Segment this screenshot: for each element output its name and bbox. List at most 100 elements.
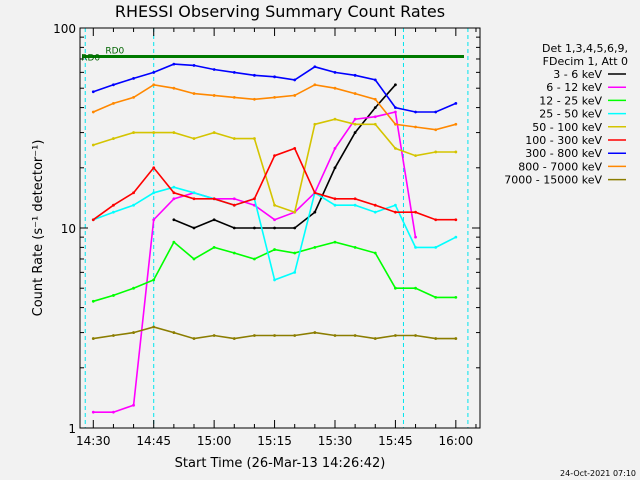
legend-header-0: Det 1,3,4,5,6,9, <box>542 42 628 55</box>
data-point-5-0-1 <box>112 203 115 207</box>
data-point-5-0-14 <box>373 203 377 207</box>
x-axis-label: Start Time (26-Mar-13 14:26:42) <box>175 456 386 471</box>
data-point-2-0-5 <box>192 257 196 261</box>
data-point-6-0-18 <box>454 101 458 105</box>
chart-title: RHESSI Observing Summary Count Rates <box>115 2 445 21</box>
legend-label-7: 800 - 7000 keV <box>518 160 602 173</box>
x-tick-label-2: 15:00 <box>197 434 232 448</box>
x-tick-label-1: 14:45 <box>136 434 171 448</box>
data-point-6-0-17 <box>434 110 438 114</box>
data-point-1-0-2 <box>132 403 135 407</box>
data-point-1-0-7 <box>232 197 236 201</box>
data-point-3-0-1 <box>112 210 115 214</box>
data-point-4-0-7 <box>232 137 236 140</box>
data-point-4-0-8 <box>253 137 256 140</box>
data-point-6-0-5 <box>192 64 196 67</box>
data-point-1-0-4 <box>172 197 176 201</box>
data-point-7-0-14 <box>373 97 377 101</box>
x-tick-label-3: 15:15 <box>257 434 292 448</box>
data-point-6-0-6 <box>212 68 216 71</box>
data-point-1-0-14 <box>373 115 377 119</box>
data-point-0-0-4 <box>253 226 256 230</box>
annotations: RD0 RD0 <box>81 47 464 64</box>
axes: 1 10 100 14:30 14:45 15:00 15:15 15:30 15:45 16:0… <box>53 22 481 448</box>
data-point-5-0-13 <box>353 197 357 201</box>
data-point-0-0-5 <box>273 226 276 230</box>
data-point-7-0-2 <box>132 95 135 99</box>
data-point-6-0-11 <box>313 65 317 69</box>
data-point-8-0-7 <box>232 337 236 340</box>
annotation-label-1: RD0 <box>105 47 124 57</box>
data-point-6-0-4 <box>172 62 176 66</box>
data-point-7-0-7 <box>232 95 236 99</box>
series-line-0-0 <box>173 84 397 229</box>
data-point-8-0-9 <box>273 334 276 337</box>
y-tick-label-2: 100 <box>53 22 76 36</box>
data-point-5-0-10 <box>293 147 297 150</box>
data-point-3-0-4 <box>172 185 176 189</box>
data-point-6-0-2 <box>132 76 135 80</box>
data-point-8-0-11 <box>313 331 317 334</box>
series-group <box>91 62 458 414</box>
data-point-8-0-2 <box>132 331 135 334</box>
data-point-2-0-16 <box>414 286 417 290</box>
data-point-5-0-17 <box>434 218 438 222</box>
legend-label-3: 25 - 50 keV <box>539 108 602 121</box>
data-point-4-0-10 <box>293 210 297 214</box>
data-point-1-0-13 <box>353 117 357 121</box>
data-point-7-0-4 <box>172 86 176 90</box>
data-point-3-0-14 <box>373 210 377 214</box>
data-point-3-0-5 <box>192 191 196 195</box>
data-point-3-0-2 <box>132 203 135 207</box>
data-point-8-0-12 <box>333 334 337 337</box>
data-point-5-0-18 <box>454 218 458 222</box>
data-point-3-0-3 <box>152 191 156 195</box>
data-point-5-0-4 <box>172 191 176 195</box>
data-point-5-0-9 <box>273 154 276 158</box>
data-point-3-0-15 <box>394 203 397 207</box>
data-point-7-0-3 <box>152 83 156 87</box>
data-point-6-0-10 <box>293 78 297 82</box>
data-point-8-0-14 <box>373 337 377 340</box>
data-point-8-0-18 <box>454 337 458 340</box>
data-point-8-0-8 <box>253 334 256 337</box>
data-point-2-0-1 <box>112 294 115 297</box>
data-point-1-0-9 <box>273 218 276 222</box>
data-point-5-0-7 <box>232 203 236 207</box>
data-point-2-0-12 <box>333 240 337 244</box>
data-point-4-0-13 <box>353 122 357 126</box>
data-point-7-0-17 <box>434 128 438 132</box>
x-tick-label-0: 14:30 <box>76 434 111 448</box>
data-point-0-0-9 <box>353 131 357 134</box>
data-point-1-0-1 <box>112 410 115 414</box>
data-point-5-0-5 <box>192 197 196 201</box>
legend-header-1: FDecim 1, Att 0 <box>543 55 628 68</box>
data-point-2-0-3 <box>152 278 156 282</box>
data-point-4-0-0 <box>91 143 95 147</box>
data-point-4-0-6 <box>212 131 216 134</box>
data-point-7-0-0 <box>91 110 95 114</box>
data-point-2-0-18 <box>454 295 458 299</box>
data-point-7-0-1 <box>112 101 115 105</box>
data-point-3-0-9 <box>273 278 276 282</box>
data-point-2-0-10 <box>293 251 297 255</box>
data-point-4-0-15 <box>394 147 397 150</box>
data-point-6-0-8 <box>253 73 256 77</box>
legend-label-6: 300 - 800 keV <box>525 147 602 160</box>
data-point-4-0-16 <box>414 154 417 158</box>
data-point-8-0-4 <box>172 331 176 334</box>
data-point-2-0-0 <box>91 299 95 303</box>
data-point-8-0-15 <box>394 334 397 337</box>
data-point-4-0-1 <box>112 137 115 140</box>
data-point-8-0-1 <box>112 334 115 337</box>
data-point-1-0-0 <box>91 410 95 414</box>
data-point-2-0-14 <box>373 251 377 255</box>
x-tick-label-6: 16:00 <box>439 434 474 448</box>
data-point-7-0-12 <box>333 86 337 90</box>
y-tick-label-0: 1 <box>68 422 76 436</box>
data-point-8-0-0 <box>91 337 95 340</box>
y-axis-label: Count Rate (s⁻¹ detector⁻¹) <box>31 140 46 317</box>
data-point-0-0-0 <box>172 218 176 222</box>
timestamp-label: 24-Oct-2021 07:10 <box>560 469 636 478</box>
legend-label-4: 50 - 100 keV <box>532 121 602 134</box>
